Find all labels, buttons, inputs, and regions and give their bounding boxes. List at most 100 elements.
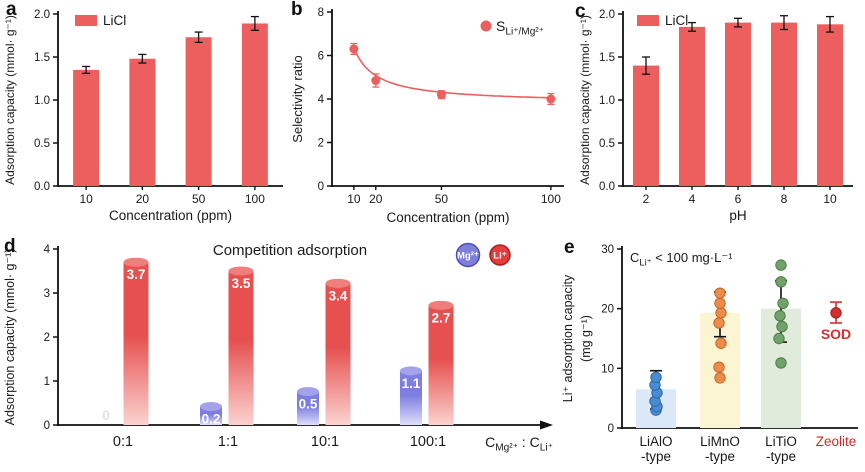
panel-b-letter: b	[291, 0, 303, 20]
bar-value-label: 0	[102, 408, 110, 423]
y-tick-label: 8	[318, 7, 324, 19]
legend-ion-label: Li⁺	[493, 251, 506, 262]
y-tick-label: 1.5	[34, 52, 50, 64]
data-point	[773, 332, 785, 345]
y-tick-label: 0	[318, 181, 324, 193]
y-tick-label: 20	[601, 304, 614, 316]
data-point	[715, 337, 727, 349]
y-tick-label: 3	[44, 288, 50, 300]
x-tick-label: -type	[766, 449, 796, 464]
panel-c-letter: c	[575, 1, 586, 22]
legend-ion-circle	[489, 244, 511, 266]
panel-d: d 0 1 2 3 4 Competition adsorption 0 3.7 0:1 0.2 3…	[0, 235, 558, 472]
data-point	[349, 44, 359, 54]
x-tick-label: Zeolite	[816, 434, 857, 449]
y-tick-label: 4	[318, 94, 325, 106]
legend-swatch	[75, 15, 97, 26]
panel-a: a 0.0 0.5 1.0 1.5 2.0 10 20 50 100 Concentration …	[0, 0, 288, 235]
y-tick-label: 1.0	[34, 95, 50, 107]
y-axis-label: Li⁺ adsorption capacity	[561, 274, 575, 402]
data-point	[714, 297, 726, 309]
y-axis-label: (mg g⁻¹)	[579, 315, 593, 362]
bar-value-label: 3.7	[127, 267, 146, 282]
panel-b: b 0 2 4 6 8 10 20 50 100 Concentration (ppm) Selec…	[288, 0, 575, 235]
y-tick-label: 0.0	[599, 181, 615, 193]
x-tick-label: 0:1	[113, 434, 133, 450]
y-tick-label: 1.5	[599, 52, 615, 64]
chart-title: Competition adsorption	[213, 242, 367, 259]
data-point	[775, 259, 787, 271]
x-tick-label: 100	[245, 192, 265, 206]
x-axis-label: pH	[729, 208, 746, 223]
data-point	[650, 371, 662, 383]
legend-label: LiCl	[103, 13, 126, 28]
cylinder-cap	[200, 402, 222, 412]
data-point	[776, 320, 788, 333]
x-tick-label: 100:1	[410, 434, 446, 450]
data-point	[714, 287, 726, 299]
data-point	[715, 307, 727, 319]
y-tick-label: 30	[601, 244, 614, 256]
y-tick-label: 2	[318, 138, 324, 150]
x-tick-label: 8	[781, 192, 788, 206]
x-axis-arrow	[540, 420, 553, 430]
x-tick-label: 100	[541, 192, 561, 206]
y-axis-label: Selectivity ratio	[290, 55, 305, 142]
panel-d-chart: 0 1 2 3 4 Competition adsorption 0 3.7 0:1 0.2 3.5…	[3, 242, 553, 454]
legend-swatch	[637, 15, 659, 26]
y-axis-label: Adsorption capacity (mmol· g⁻¹)	[3, 15, 17, 185]
bar	[129, 58, 156, 186]
bar-value-label: 0.2	[202, 412, 221, 427]
cylinder-cap	[428, 300, 454, 310]
x-tick-label: 10:1	[311, 434, 339, 450]
data-point	[774, 310, 786, 322]
cylinder-bar	[325, 283, 351, 425]
y-axis-label: Adsorption capacity (mmol· g⁻¹)	[578, 15, 592, 185]
y-axis-label: Adsorption capacity (mmol· g⁻¹)	[3, 249, 17, 426]
data-point	[830, 307, 842, 319]
bar	[633, 65, 659, 186]
y-tick-label: 0	[44, 420, 50, 432]
cylinder-bar	[297, 391, 319, 425]
y-tick-label: 1.0	[599, 95, 615, 107]
panel-a-letter: a	[6, 0, 17, 20]
bar	[241, 23, 268, 187]
cylinder-cap	[228, 266, 254, 276]
cylinder-bar	[428, 305, 454, 425]
legend-label: SLi⁺/Mg²⁺	[496, 18, 544, 38]
y-tick-label: 2.0	[34, 9, 50, 21]
x-tick-label: 50	[435, 192, 449, 206]
x-tick-label: 10	[347, 192, 361, 206]
data-point	[546, 94, 556, 104]
cylinder-bar	[400, 370, 422, 425]
x-tick-label: 50	[192, 192, 206, 206]
legend-marker	[480, 20, 492, 32]
x-axis-label: CMg²⁺ : CLi⁺	[485, 434, 553, 454]
y-tick-label: 10	[601, 363, 614, 375]
cylinder-bar	[200, 406, 222, 425]
x-tick-label: -type	[705, 449, 735, 464]
cylinder-cap	[123, 257, 149, 267]
x-tick-label: -type	[641, 449, 671, 464]
data-point	[371, 76, 381, 86]
cylinder-bar	[123, 262, 149, 425]
bar	[817, 24, 843, 186]
x-axis-label: Concentration (ppm)	[109, 208, 232, 223]
bar	[679, 26, 705, 187]
panel-a-chart: 0.0 0.5 1.0 1.5 2.0 10 20 50 100 Concentration (p…	[3, 9, 283, 223]
panel-e-letter: e	[564, 237, 575, 258]
x-tick-label: LiTiO	[765, 434, 797, 449]
panel-c: c 0.0 0.5 1.0 1.5 2.0 2 4 6 8 10 pH Adsorption capa…	[575, 0, 865, 235]
y-tick-label: 0.5	[34, 138, 50, 150]
x-tick-label: 6	[735, 192, 742, 206]
bar-value-label: 2.7	[432, 310, 451, 325]
bar-value-label: 1.1	[402, 376, 421, 391]
panel-e: e 0 10 20 30 LiAlO -type LiMnO -type LiTiO -type Z…	[558, 235, 865, 472]
x-tick-label: 10	[823, 192, 837, 206]
data-point	[436, 90, 446, 100]
cylinder-cap	[297, 387, 319, 397]
cylinder-bar	[228, 271, 254, 425]
annotation: CLi⁺ < 100 mg·L⁻¹	[630, 250, 733, 268]
x-axis-label: Concentration (ppm)	[386, 210, 509, 225]
y-tick-label: 0	[608, 423, 614, 435]
